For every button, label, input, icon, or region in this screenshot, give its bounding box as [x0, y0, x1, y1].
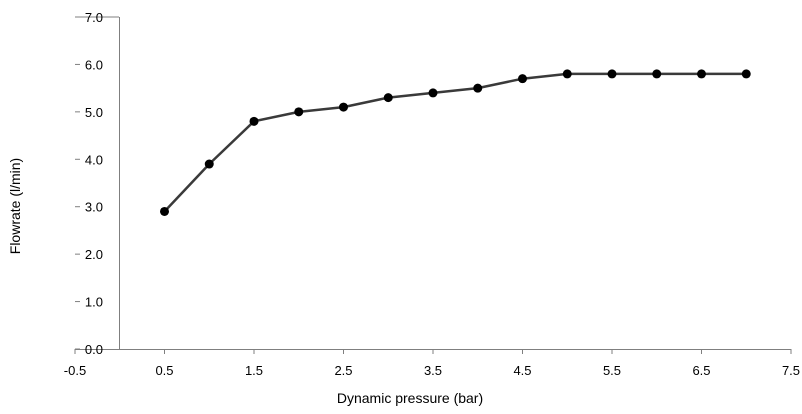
data-point-marker: [697, 69, 706, 79]
y-tick-label: 6.0: [85, 57, 103, 72]
data-point-marker: [518, 74, 527, 84]
data-point-marker: [607, 69, 617, 79]
data-point-marker: [562, 69, 572, 79]
y-tick-label: 2.0: [85, 247, 103, 262]
data-point-marker: [204, 159, 214, 169]
y-tick-label: 5.0: [85, 105, 103, 120]
y-tick-label: 3.0: [85, 200, 103, 215]
y-tick-label: 1.0: [85, 295, 103, 310]
data-point-marker: [741, 69, 751, 79]
series-line: [163, 72, 747, 213]
data-point-marker: [294, 107, 304, 117]
y-tick-label: 7.0: [85, 10, 103, 25]
x-tick-label: 5.5: [603, 363, 621, 378]
data-point-marker: [249, 116, 259, 126]
x-tick-label: 0.5: [155, 363, 173, 378]
data-point-marker: [339, 102, 348, 112]
data-point-marker: [473, 83, 483, 93]
x-tick-label: 2.5: [334, 363, 352, 378]
series-layer: [160, 69, 751, 216]
x-axis-title: Dynamic pressure (bar): [337, 390, 483, 406]
data-point-marker: [383, 93, 393, 103]
data-point-marker: [652, 69, 662, 79]
x-tick-label: 3.5: [424, 363, 442, 378]
x-tick-label: 1.5: [245, 363, 263, 378]
x-tick-label: 6.5: [692, 363, 710, 378]
x-tick-label: -0.5: [64, 363, 86, 378]
data-point-marker: [160, 206, 169, 216]
x-tick-label: 4.5: [513, 363, 531, 378]
y-axis-title: Flowrate (l/min): [7, 158, 23, 254]
x-tick-label: 7.5: [782, 363, 800, 378]
axes: 0.0 1.0 2.0 3.0 4.0 5.0 6.0 7.0 -0.5 0.5 1.5 2.5 3.5…: [64, 10, 800, 378]
y-tick-label: 4.0: [85, 152, 103, 167]
y-tick-label: 0.0: [85, 342, 103, 357]
data-point-marker: [428, 88, 438, 98]
